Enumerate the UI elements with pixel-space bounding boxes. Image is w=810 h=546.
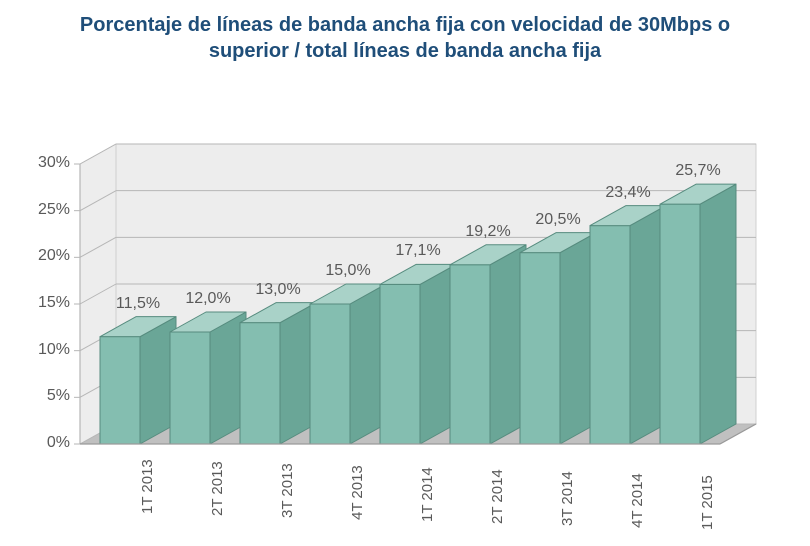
x-axis-tick-label: 4T 2014 xyxy=(629,473,646,528)
y-axis-tick-label: 20% xyxy=(20,247,70,265)
y-axis-tick-label: 5% xyxy=(20,387,70,405)
bar-value-label: 20,5% xyxy=(535,211,580,229)
y-axis-tick-label: 15% xyxy=(20,294,70,312)
bar-value-label: 19,2% xyxy=(465,223,510,241)
bar-value-label: 11,5% xyxy=(116,295,160,313)
y-axis-tick-label: 30% xyxy=(20,154,70,172)
x-axis-tick-label: 1T 2013 xyxy=(139,459,156,514)
chart-area: 0% 5% 10% 15% 20% 25% 30% 11,5% 1T 2013 12,0% 2T 2… xyxy=(0,64,810,536)
x-axis-tick-label: 3T 2013 xyxy=(279,463,296,518)
x-axis-tick-label: 3T 2014 xyxy=(559,471,576,526)
bar-value-label: 23,4% xyxy=(605,184,650,202)
x-axis-tick-label: 1T 2015 xyxy=(699,475,716,530)
bar-value-label: 25,7% xyxy=(675,162,720,180)
bar-value-label: 13,0% xyxy=(255,281,300,299)
x-axis-tick-label: 2T 2014 xyxy=(489,469,506,524)
bar-value-label: 15,0% xyxy=(325,262,370,280)
x-axis-tick-label: 2T 2013 xyxy=(209,461,226,516)
chart-title-line1: Porcentaje de líneas de banda ancha fija… xyxy=(80,14,730,36)
chart-title: Porcentaje de líneas de banda ancha fija… xyxy=(0,0,810,64)
y-axis-tick-label: 10% xyxy=(20,341,70,359)
bar-value-label: 12,0% xyxy=(185,290,230,308)
bar-value-label: 17,1% xyxy=(395,242,440,260)
x-axis-tick-label: 4T 2013 xyxy=(349,465,366,520)
y-axis-tick-label: 25% xyxy=(20,201,70,219)
y-axis-tick-label: 0% xyxy=(20,434,70,452)
x-axis-tick-label: 1T 2014 xyxy=(419,467,436,522)
chart-title-line2: superior / total líneas de banda ancha f… xyxy=(209,40,601,62)
